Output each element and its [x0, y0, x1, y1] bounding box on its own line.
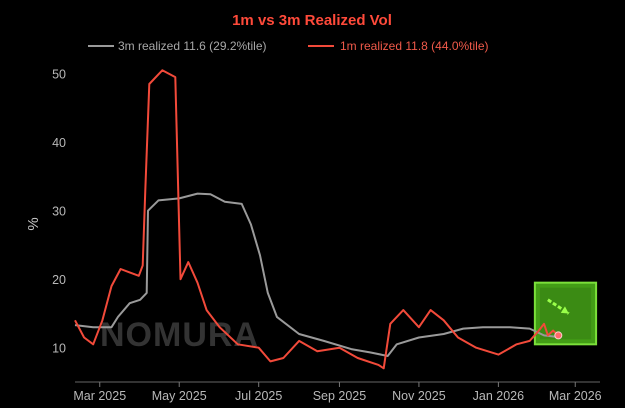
x-tick-label: Mar 2026 [549, 389, 602, 403]
y-tick-label: 20 [52, 273, 66, 287]
series-lines [74, 69, 563, 370]
arrow-head [560, 306, 569, 314]
x-tick-label: Mar 2025 [73, 389, 126, 403]
y-axis-label: % [25, 217, 42, 230]
legend-label: 3m realized 11.6 (29.2%tile) [118, 39, 267, 53]
y-tick-label: 50 [52, 68, 66, 82]
x-tick-label: Jan 2026 [473, 389, 524, 403]
legend: 3m realized 11.6 (29.2%tile) 1m realized … [88, 39, 489, 53]
highlight-box [533, 281, 598, 346]
legend-label: 1m realized 11.8 (44.0%tile) [340, 39, 489, 53]
y-tick-label: 10 [52, 342, 66, 356]
trend-arrow [547, 298, 570, 315]
highlight-rect [533, 281, 598, 346]
x-tick-label: May 2025 [152, 389, 207, 403]
y-axis: 10 20 30 40 50 [52, 68, 66, 356]
chart-title: 1m vs 3m Realized Vol [232, 12, 392, 29]
highlight-inner [539, 287, 592, 340]
x-axis: Mar 2025 May 2025 Jul 2025 Sep 2025 Nov 2025… [73, 381, 602, 403]
series-end-marker [554, 331, 563, 340]
x-tick-label: Nov 2025 [392, 389, 446, 403]
watermark: NOMURA [100, 316, 259, 354]
series-line-1m [74, 69, 559, 370]
y-tick-label: 40 [52, 136, 66, 150]
series-line-3m [74, 192, 556, 357]
x-tick-label: Sep 2025 [313, 389, 367, 403]
x-tick-label: Jul 2025 [235, 389, 282, 403]
y-tick-label: 30 [52, 205, 66, 219]
